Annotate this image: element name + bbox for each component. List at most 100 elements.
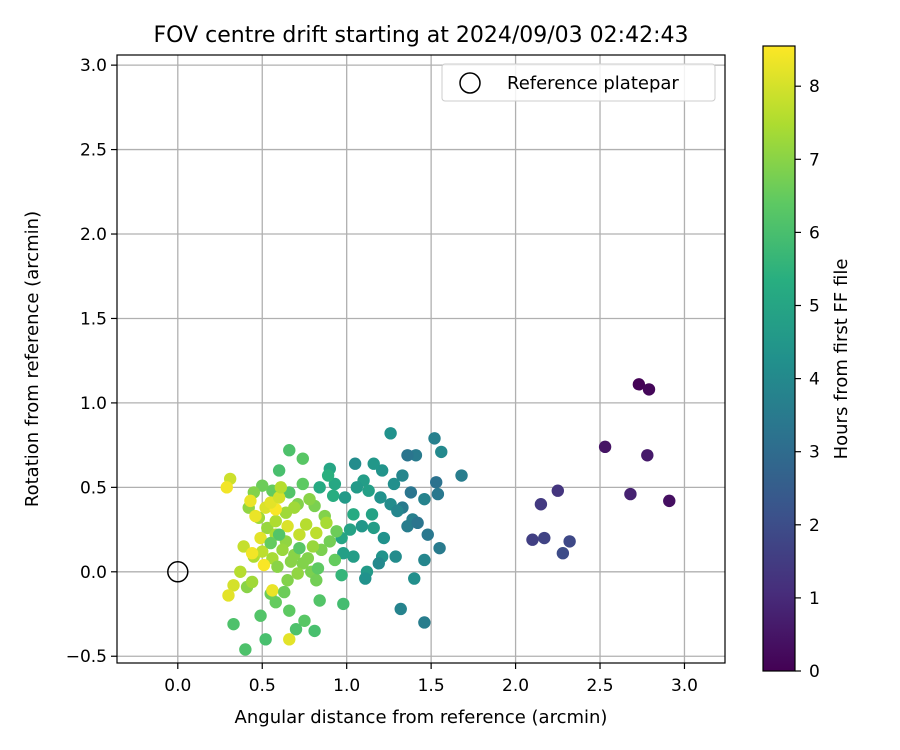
scatter-point: [411, 516, 424, 530]
scatter-point: [418, 616, 431, 629]
scatter-point: [663, 494, 676, 508]
x-tick-label: 2.0: [502, 676, 529, 696]
axes-frame: [116, 54, 726, 664]
colorbar-label: Hours from first FF file: [831, 259, 852, 460]
scatter-point: [283, 633, 296, 646]
scatter-point: [374, 491, 387, 504]
scatter-point: [394, 602, 407, 616]
scatter-point: [239, 643, 252, 656]
scatter-point: [293, 541, 306, 555]
y-tick-label: −0.5: [66, 647, 107, 667]
scatter-point: [276, 543, 289, 557]
scatter-points: [220, 378, 676, 656]
scatter-point: [293, 528, 306, 541]
scatter-point: [335, 568, 348, 582]
scatter-point: [289, 623, 303, 636]
legend-marker-reference: [459, 72, 481, 94]
x-tick-label: 1.0: [333, 676, 360, 696]
scatter-point: [313, 481, 326, 494]
scatter-point: [338, 491, 352, 504]
y-tick-label: 1.5: [80, 309, 107, 329]
scatter-point: [227, 617, 240, 631]
scatter-point: [375, 464, 389, 477]
scatter-point: [266, 584, 279, 597]
x-tick-label: 2.5: [586, 676, 613, 696]
scatter-point: [401, 520, 414, 533]
scatter-point: [418, 492, 431, 506]
scatter-point: [418, 553, 431, 567]
scatter-point: [362, 484, 375, 497]
scatter-point: [433, 541, 446, 555]
scatter-point: [328, 477, 342, 491]
scatter-point: [271, 560, 284, 573]
scatter-point: [281, 520, 294, 533]
y-tick-label: 3.0: [80, 56, 107, 76]
scatter-point: [350, 481, 364, 494]
scatter-point: [257, 558, 271, 572]
scatter-point: [328, 553, 342, 567]
grid-lines: [117, 55, 725, 663]
scatter-point: [320, 516, 333, 530]
y-axis-ticks: −0.5 0.0 0.5 1.0 1.5 2.0 2.5 3.0: [66, 56, 117, 667]
colorbar-tick-label: 3: [809, 443, 820, 463]
scatter-point: [389, 550, 402, 563]
scatter-point: [348, 457, 362, 470]
scatter-point: [244, 494, 257, 508]
scatter-point: [323, 535, 336, 548]
scatter-point: [367, 457, 380, 470]
colorbar-tick-label: 8: [809, 77, 820, 97]
scatter-point: [291, 567, 304, 580]
scatter-point: [237, 540, 250, 553]
scatter-point: [254, 609, 267, 622]
y-tick-label: 0.5: [80, 478, 107, 498]
legend-label-reference: Reference platepar: [507, 73, 679, 94]
scatter-point: [283, 604, 296, 617]
scatter-point: [272, 491, 286, 504]
x-tick-label: 3.0: [671, 676, 698, 696]
scatter-point: [220, 481, 233, 494]
scatter-point: [330, 525, 343, 538]
scatter-point: [259, 633, 272, 646]
y-tick-label: 0.0: [80, 563, 107, 583]
scatter-point: [288, 501, 301, 514]
colorbar-tick-label: 0: [809, 662, 820, 682]
scatter-point: [337, 597, 350, 611]
scatter-point: [249, 509, 262, 523]
scatter-point: [430, 476, 443, 489]
scatter-point: [245, 575, 259, 589]
scatter-point: [538, 531, 551, 545]
scatter-point: [296, 452, 309, 465]
scatter-point: [278, 585, 291, 599]
scatter-point: [359, 572, 372, 585]
scatter-point: [254, 531, 267, 545]
scatter-point: [272, 464, 286, 477]
scatter-point: [355, 520, 369, 533]
scatter-point: [526, 533, 539, 546]
legend: Reference platepar: [441, 63, 716, 102]
scatter-point: [343, 523, 357, 536]
scatter-point: [384, 427, 397, 440]
scatter-point: [551, 484, 564, 497]
scatter-point: [455, 469, 468, 482]
scatter-point: [301, 552, 315, 565]
scatter-point: [391, 504, 404, 518]
scatter-point: [283, 444, 296, 457]
scatter-point: [256, 545, 269, 558]
x-axis-label: Angular distance from reference (arcmin): [235, 707, 608, 728]
colorbar: 0 1 2 3 4 5 6 7 8 Hours from first FF file: [762, 45, 852, 682]
scatter-point: [310, 574, 323, 587]
scatter-point: [421, 528, 434, 541]
scatter-point: [641, 449, 654, 462]
x-tick-label: 0.5: [249, 676, 276, 696]
scatter-point: [274, 481, 288, 494]
scatter-point: [632, 378, 646, 391]
scatter-point: [303, 492, 316, 506]
scatter-point: [337, 547, 350, 560]
scatter-point: [624, 487, 637, 501]
scatter-point: [365, 508, 379, 521]
scatter-point: [296, 477, 309, 491]
scatter-point: [408, 572, 421, 585]
scatter-point: [284, 555, 298, 568]
reference-platepar-marker: [167, 561, 189, 583]
